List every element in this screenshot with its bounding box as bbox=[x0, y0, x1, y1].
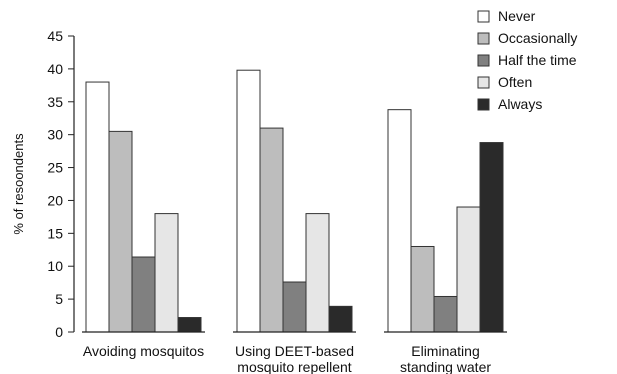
y-tick-label: 40 bbox=[47, 61, 63, 77]
legend-swatch bbox=[477, 10, 490, 23]
y-tick-label: 15 bbox=[47, 225, 63, 241]
category-label-line: Eliminating bbox=[411, 343, 479, 359]
bar-always bbox=[479, 142, 504, 333]
y-tick-label: 35 bbox=[47, 94, 63, 110]
bar-half-the-time bbox=[282, 281, 307, 333]
bar-half-the-time bbox=[433, 295, 458, 333]
legend-swatch bbox=[477, 76, 490, 89]
bar-occasionally bbox=[410, 245, 435, 333]
legend-label: Always bbox=[498, 96, 542, 112]
y-tick-label: 20 bbox=[47, 192, 63, 208]
bar-half-the-time bbox=[131, 256, 156, 333]
y-tick-label: 5 bbox=[55, 291, 63, 307]
legend-swatch bbox=[477, 98, 490, 111]
y-tick-label: 45 bbox=[47, 28, 63, 44]
bar-always bbox=[177, 317, 202, 333]
bar-occasionally bbox=[108, 130, 133, 333]
bar-always bbox=[328, 305, 353, 333]
bar-often bbox=[154, 213, 179, 333]
legend-label: Occasionally bbox=[498, 30, 577, 46]
y-tick-label: 30 bbox=[47, 127, 63, 143]
legend: Never Occasionally Half the time Often Alway… bbox=[477, 8, 577, 112]
legend-label: Never bbox=[498, 8, 536, 24]
bar-often bbox=[305, 213, 330, 333]
legend-swatch bbox=[477, 54, 490, 67]
legend-label: Often bbox=[498, 74, 532, 90]
bar-never bbox=[387, 109, 412, 333]
category-label: Using DEET-based mosquito repellent bbox=[235, 343, 354, 374]
category-label-line: standing water bbox=[400, 359, 491, 374]
bar-often bbox=[456, 206, 481, 333]
legend-label: Half the time bbox=[498, 52, 577, 68]
y-axis-label: % of resoondents bbox=[11, 133, 26, 235]
y-tick-label: 10 bbox=[47, 258, 63, 274]
y-tick-label: 0 bbox=[55, 324, 63, 340]
legend-swatch bbox=[477, 32, 490, 45]
category-label: Avoiding mosquitos bbox=[83, 343, 204, 359]
category-labels: Avoiding mosquitos Using DEET-based mosqui… bbox=[83, 343, 491, 374]
category-label: Eliminating standing water bbox=[400, 343, 491, 374]
y-ticks: 0 5 10 15 20 25 30 35 40 45 bbox=[47, 28, 74, 340]
bar-never bbox=[236, 69, 261, 333]
bar-never bbox=[85, 81, 110, 333]
category-label-line: Avoiding mosquitos bbox=[83, 343, 204, 359]
bar-occasionally bbox=[259, 127, 284, 333]
category-label-line: Using DEET-based bbox=[235, 343, 354, 359]
category-label-line: mosquito repellent bbox=[237, 359, 352, 374]
y-tick-label: 25 bbox=[47, 160, 63, 176]
bars bbox=[82, 69, 507, 333]
